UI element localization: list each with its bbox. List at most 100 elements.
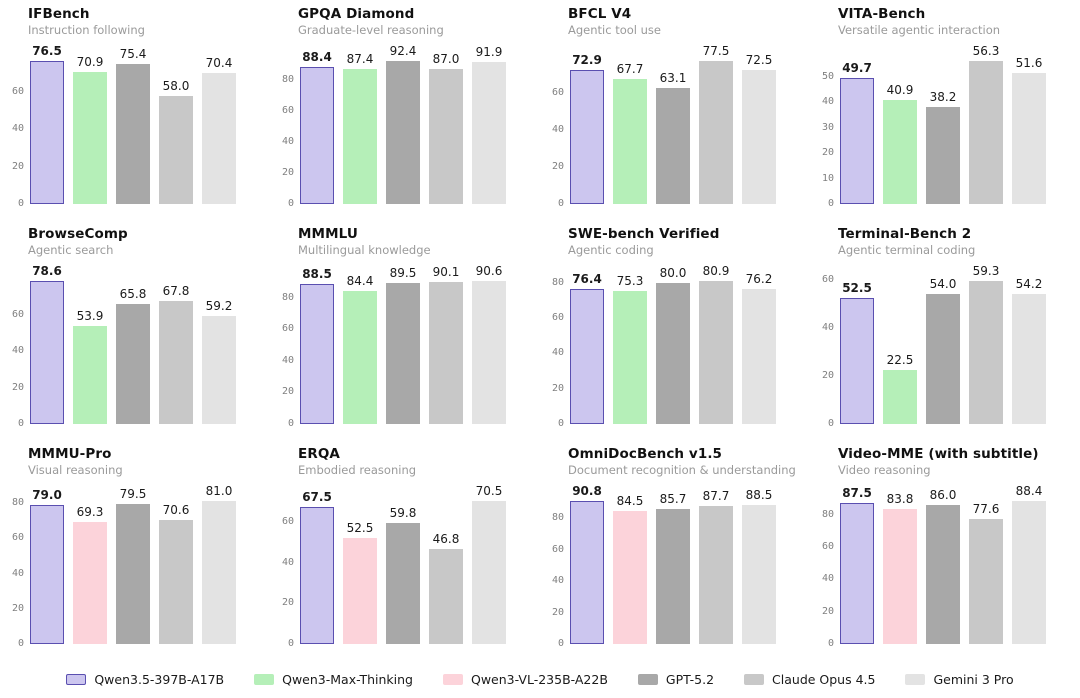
bar-gpt-5-2 — [656, 282, 690, 424]
chart-subtitle: Graduate-level reasoning — [298, 23, 444, 37]
bar-gemini-3-pro — [472, 281, 506, 424]
chart-grid: IFBench Instruction following 0 20 40 60 76.5 7… — [0, 0, 1080, 660]
bar-gemini-3-pro — [472, 501, 506, 644]
bar-gpt-5-2 — [116, 503, 150, 644]
bars: 52.5 22.5 54.0 59.3 54.2 — [840, 264, 1046, 424]
bar-gpt-5-2 — [386, 61, 420, 204]
bar-slot-gpt-5-2: 89.5 — [386, 266, 420, 424]
y-tick-label: 40 — [551, 575, 564, 587]
bar-qwen3-5-397b-a17b — [30, 61, 64, 204]
bars: 88.4 87.4 92.4 87.0 91.9 — [300, 44, 506, 204]
legend-item-gpt-5-2: GPT-5.2 — [637, 671, 715, 687]
bar-claude-opus-4-5 — [699, 61, 733, 204]
legend-label: GPT-5.2 — [665, 671, 715, 687]
chart-erqa: ERQA Embodied reasoning 0 20 40 60 67.5 52.5 59.… — [270, 440, 540, 660]
y-tick-label: 50 — [821, 71, 834, 83]
bar-qwen3-5-397b-a17b — [840, 77, 874, 204]
y-tick-label: 20 — [551, 382, 564, 394]
y-tick-label: 40 — [11, 345, 24, 357]
bar-gemini-3-pro — [742, 70, 776, 204]
y-axis: 0 20 40 60 — [812, 274, 834, 429]
bar-gpt-5-2 — [656, 87, 690, 204]
y-tick-label: 20 — [821, 605, 834, 617]
bar-slot-qwen3-max-thinking: 53.9 — [73, 274, 107, 424]
bar-value-label: 72.9 — [572, 52, 602, 67]
bar-qwen3-5-397b-a17b — [300, 284, 334, 424]
chart-browsecomp: BrowseComp Agentic search 0 20 40 60 78.6 53.9 6… — [0, 220, 270, 440]
bar-slot-gemini-3-pro: 91.9 — [472, 45, 506, 204]
bar-gpt-5-2 — [926, 505, 960, 644]
y-axis: 0 20 40 60 80 — [542, 274, 564, 429]
bar-slot-gpt-5-2: 59.8 — [386, 494, 420, 644]
bar-value-label: 75.4 — [119, 46, 147, 61]
bar-claude-opus-4-5 — [159, 95, 193, 204]
bar-slot-gpt-5-2: 65.8 — [116, 274, 150, 424]
y-tick-label: 80 — [281, 291, 294, 303]
bar-value-label: 87.5 — [842, 485, 872, 500]
legend-swatch-icon — [905, 673, 926, 685]
bar-slot-gpt-5-2: 38.2 — [926, 54, 960, 204]
bar-slot-claude-opus-4-5: 87.0 — [429, 52, 463, 204]
y-tick-label: 20 — [821, 147, 834, 159]
y-tick-label: 40 — [551, 347, 564, 359]
chart-title: GPQA Diamond — [298, 6, 415, 22]
bar-qwen3-max-thinking — [613, 79, 647, 204]
bar-gemini-3-pro — [742, 504, 776, 644]
bar-value-label: 72.5 — [745, 53, 773, 68]
y-tick-label: 80 — [281, 74, 294, 86]
bar-qwen3-5-397b-a17b — [570, 289, 604, 424]
plot-area: 0 20 40 60 80 79.0 69.3 79.5 70.6 81.0 — [12, 484, 262, 649]
bars: 49.7 40.9 38.2 56.3 51.6 — [840, 44, 1046, 204]
y-tick-label: 80 — [821, 508, 834, 520]
chart-subtitle: Instruction following — [28, 23, 145, 37]
bar-qwen3-vl-235b-a22b — [883, 508, 917, 644]
chart-subtitle: Agentic terminal coding — [838, 243, 976, 257]
bars: 67.5 52.5 59.8 46.8 70.5 — [300, 484, 506, 644]
bar-slot-claude-opus-4-5: 90.1 — [429, 265, 463, 424]
bar-qwen3-vl-235b-a22b — [73, 521, 107, 644]
bar-value-label: 87.7 — [702, 488, 730, 503]
y-tick-label: 60 — [281, 516, 294, 528]
chart-swe-bench-verified: SWE-bench Verified Agentic coding 0 20 40 60 8… — [540, 220, 810, 440]
bar-qwen3-5-397b-a17b — [570, 69, 604, 204]
y-tick-label: 0 — [557, 198, 564, 209]
bar-qwen3-5-397b-a17b — [30, 281, 64, 424]
bars: 87.5 83.8 86.0 77.6 88.4 — [840, 484, 1046, 644]
bar-slot-claude-opus-4-5: 70.6 — [159, 494, 193, 644]
y-tick-label: 0 — [827, 418, 834, 429]
chart-subtitle: Document recognition & understanding — [568, 463, 796, 477]
bar-qwen3-vl-235b-a22b — [613, 511, 647, 644]
y-tick-label: 40 — [11, 567, 24, 579]
bar-value-label: 70.4 — [205, 55, 233, 70]
bar-value-label: 70.9 — [76, 54, 104, 69]
bar-slot-gpt-5-2: 92.4 — [386, 44, 420, 204]
bar-value-label: 67.7 — [616, 62, 644, 77]
bar-gpt-5-2 — [386, 522, 420, 644]
chart-subtitle: Versatile agentic interaction — [838, 23, 1001, 37]
bar-value-label: 46.8 — [432, 532, 460, 547]
bar-value-label: 52.5 — [842, 280, 872, 295]
y-tick-label: 40 — [11, 123, 24, 135]
bar-slot-gpt-5-2: 80.0 — [656, 266, 690, 424]
bar-slot-gpt-5-2: 63.1 — [656, 54, 690, 204]
bar-value-label: 76.4 — [572, 272, 602, 287]
bar-value-label: 59.3 — [972, 264, 1000, 279]
chart-subtitle: Multilingual knowledge — [298, 243, 431, 257]
bar-qwen3-max-thinking — [343, 68, 377, 204]
bar-slot-gemini-3-pro: 76.2 — [742, 272, 776, 424]
legend-label: Claude Opus 4.5 — [772, 671, 876, 687]
bar-value-label: 90.6 — [475, 264, 503, 279]
bar-qwen3-5-397b-a17b — [840, 502, 874, 644]
bar-value-label: 92.4 — [389, 44, 417, 59]
y-tick-label: 40 — [281, 136, 294, 148]
bar-gemini-3-pro — [472, 61, 506, 204]
y-tick-label: 20 — [821, 369, 834, 381]
bar-slot-qwen3-max-thinking: 40.9 — [883, 54, 917, 204]
chart-vita-bench: VITA-Bench Versatile agentic interaction 0… — [810, 0, 1080, 220]
y-tick-label: 40 — [281, 354, 294, 366]
y-tick-label: 0 — [17, 198, 24, 209]
legend-swatch-icon — [254, 673, 275, 685]
y-tick-label: 20 — [11, 602, 24, 614]
y-tick-label: 20 — [551, 161, 564, 173]
